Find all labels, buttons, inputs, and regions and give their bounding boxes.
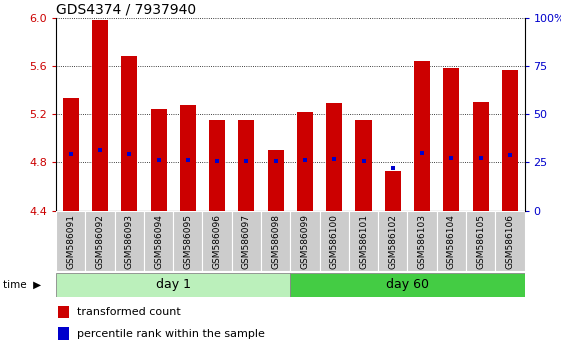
Bar [466,211,495,271]
Text: GSM586103: GSM586103 [417,214,426,269]
Text: time  ▶: time ▶ [3,280,41,290]
Bar [349,211,378,271]
Bar [92,20,108,211]
Bar [232,211,261,271]
Bar [414,61,430,211]
Bar [261,211,291,271]
Bar [58,327,69,340]
Text: GSM586098: GSM586098 [271,214,280,269]
Bar [326,103,342,211]
Bar [443,68,459,211]
Text: GSM586104: GSM586104 [447,214,456,269]
Bar [356,120,371,211]
Text: GDS4374 / 7937940: GDS4374 / 7937940 [56,2,196,17]
Text: GSM586096: GSM586096 [213,214,222,269]
Text: GSM586092: GSM586092 [95,214,104,269]
Bar [58,306,69,318]
Text: percentile rank within the sample: percentile rank within the sample [77,329,265,338]
Bar [56,273,291,297]
Bar [495,211,525,271]
Bar [121,56,137,211]
Bar [297,112,313,211]
Bar [320,211,349,271]
Text: GSM586091: GSM586091 [66,214,75,269]
Bar [238,120,255,211]
Text: GSM586105: GSM586105 [476,214,485,269]
Text: GSM586093: GSM586093 [125,214,134,269]
Bar [85,211,114,271]
Text: GSM586101: GSM586101 [359,214,368,269]
Bar [144,211,173,271]
Bar [180,104,196,211]
Bar [150,109,167,211]
Bar [291,273,525,297]
Bar [114,211,144,271]
Bar [268,150,284,211]
Bar [472,102,489,211]
Bar [203,211,232,271]
Bar [502,69,518,211]
Text: GSM586097: GSM586097 [242,214,251,269]
Text: GSM586106: GSM586106 [505,214,514,269]
Bar [56,211,85,271]
Bar [209,120,225,211]
Bar [63,98,79,211]
Text: GSM586100: GSM586100 [330,214,339,269]
Text: GSM586095: GSM586095 [183,214,192,269]
Bar [385,171,401,211]
Text: GSM586094: GSM586094 [154,214,163,269]
Bar [378,211,407,271]
Bar [436,211,466,271]
Bar [407,211,436,271]
Text: day 60: day 60 [386,279,429,291]
Bar [291,211,320,271]
Text: day 1: day 1 [156,279,191,291]
Text: GSM586099: GSM586099 [301,214,310,269]
Bar [173,211,203,271]
Text: GSM586102: GSM586102 [388,214,397,269]
Text: transformed count: transformed count [77,307,181,317]
